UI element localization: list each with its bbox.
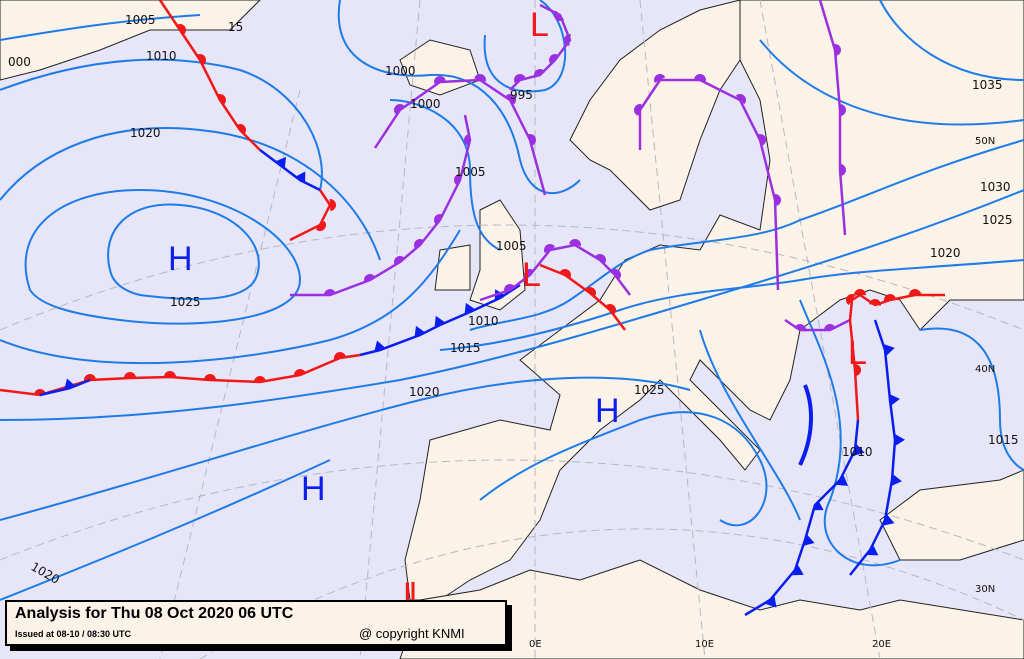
isobar-label: 1005	[455, 165, 486, 179]
occluded-front	[784, 318, 851, 332]
isobar-label: 1030	[980, 180, 1011, 194]
isobar-label: 1025	[634, 383, 665, 397]
isobar-label: 995	[510, 88, 533, 102]
isobar-label: 1035	[972, 78, 1003, 92]
copyright-notice: @ copyright KNMI	[359, 626, 465, 641]
occluded-front	[373, 74, 547, 196]
isobar-label: 1025	[982, 213, 1013, 227]
cold-front	[849, 319, 905, 576]
high-pressure-label: H	[595, 392, 620, 430]
africa	[399, 559, 1024, 659]
longitude-label: 20E	[872, 639, 891, 650]
low-pressure-label: L	[522, 256, 541, 294]
warm-front	[289, 189, 336, 242]
greenland	[0, 0, 261, 81]
isobar-label: 1005	[125, 13, 156, 27]
isobar-label: 1020	[409, 385, 440, 399]
isobar-label: 1005	[496, 239, 527, 253]
cold-front	[39, 378, 91, 397]
latitude-label: 30N	[975, 584, 995, 595]
occluded-front	[634, 74, 781, 291]
isobar-label: 1000	[385, 64, 416, 78]
title-box: Analysis for Thu 08 Oct 2020 06 UTC Issu…	[5, 600, 507, 646]
low-pressure-label: L	[848, 334, 867, 372]
warm-front	[539, 263, 626, 331]
isobar-label: 15	[228, 20, 243, 34]
occluded-front	[509, 3, 572, 91]
scandinavia	[569, 0, 741, 211]
isobar-label: 1020	[130, 126, 161, 140]
trough	[798, 384, 814, 466]
isobar-label: 1015	[988, 433, 1019, 447]
latitude-label: 50N	[975, 136, 995, 147]
ireland	[434, 244, 471, 291]
cold-front	[744, 419, 865, 617]
isobar-label: 1010	[146, 49, 177, 63]
occluded-front	[290, 114, 472, 297]
warm-front	[848, 319, 861, 421]
warm-front	[158, 0, 261, 151]
cold-front	[359, 283, 521, 357]
isobar-label: 1010	[468, 314, 499, 328]
warm-front	[846, 289, 945, 321]
fronts	[0, 0, 945, 617]
issued-time: Issued at 08-10 / 08:30 UTC	[15, 629, 132, 639]
occluded-front	[818, 0, 847, 236]
isobar-label: 1015	[450, 341, 481, 355]
warm-front	[0, 352, 361, 397]
isobar-label: 1000	[410, 97, 441, 111]
low-pressure-label: L	[530, 6, 549, 44]
map-title: Analysis for Thu 08 Oct 2020 06 UTC	[15, 605, 294, 622]
pressure-centers: H H H L L L L	[168, 6, 867, 614]
high-pressure-label: H	[168, 240, 193, 278]
high-pressure-label: H	[301, 470, 326, 508]
isobar-label: 1020	[930, 246, 961, 260]
cold-front	[259, 149, 321, 192]
longitude-label: 10E	[695, 639, 714, 650]
coordinate-labels: 50N 40N 30N 0E 10E 20E	[529, 136, 995, 650]
turkey	[879, 469, 1024, 561]
isobar-labels: 1005 1010 1020 1025 1000 1000 995 1005 1…	[8, 13, 1019, 587]
longitude-label: 0E	[529, 639, 542, 650]
isobar-label: 1010	[842, 445, 873, 459]
isobar-label: 1025	[170, 295, 201, 309]
isobar-label: 000	[8, 55, 31, 69]
latitude-label: 40N	[975, 364, 995, 375]
